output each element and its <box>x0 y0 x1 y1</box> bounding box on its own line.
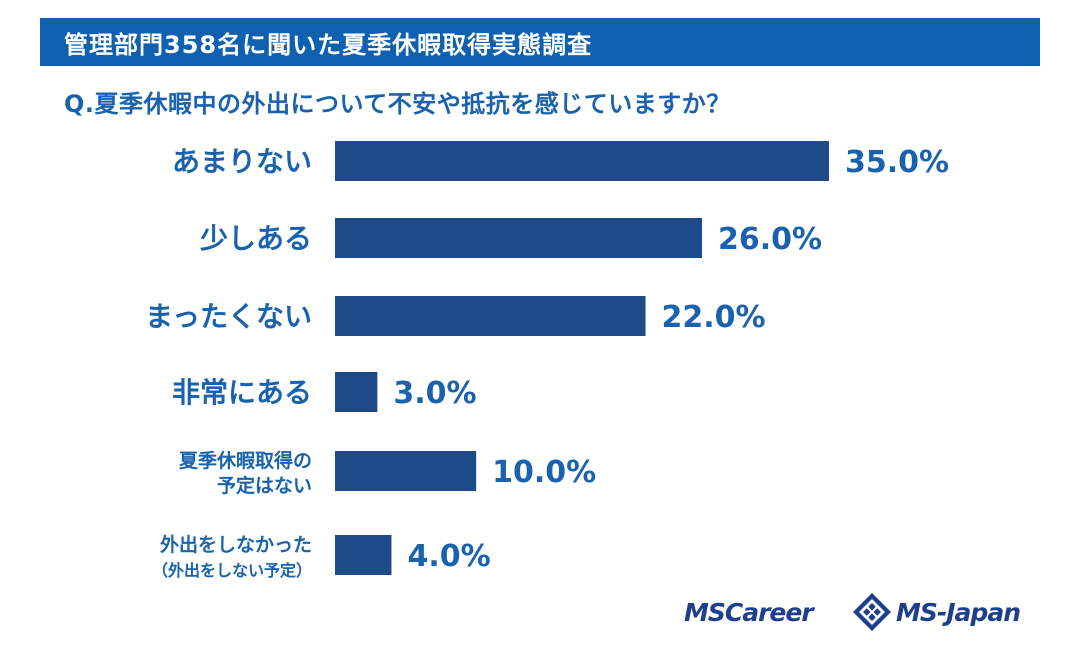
bar-3 <box>335 372 378 412</box>
mscareer-logo-text: MSCareer <box>684 597 814 627</box>
value-label-5: 4.0% <box>407 539 490 574</box>
msjapan-diamond-icon <box>853 593 891 631</box>
bar-0 <box>335 141 829 181</box>
msjapan-logo: MS-Japan <box>852 592 1021 632</box>
msjapan-logo-text: MS-Japan <box>896 597 1021 627</box>
category-label-4-line-1: 予定はない <box>217 474 312 497</box>
category-label-4-line-0: 夏季休暇取得の <box>179 449 312 472</box>
value-label-3: 3.0% <box>393 376 476 411</box>
bar-2 <box>335 296 646 336</box>
value-label-1: 26.0% <box>718 222 822 257</box>
value-label-0: 35.0% <box>845 145 949 180</box>
category-label-5-line-1: （外出をしない予定） <box>152 561 312 580</box>
mscareer-logo: MSCareer <box>684 592 814 632</box>
bar-4 <box>335 451 477 491</box>
value-label-2: 22.0% <box>662 300 766 335</box>
title-banner: 管理部門358名に聞いた夏季休暇取得実態調査 <box>40 18 1040 66</box>
chart-title: 管理部門358名に聞いた夏季休暇取得実態調査 <box>64 30 593 59</box>
category-label-4: 夏季休暇取得の予定はない <box>179 449 312 497</box>
category-label-5-line-0: 外出をしなかった <box>160 533 312 556</box>
value-label-4: 10.0% <box>492 455 596 490</box>
category-label-5: 外出をしなかった （外出をしない予定） <box>152 533 312 580</box>
category-label-2: まったくない <box>145 300 312 333</box>
category-label-0: あまりない <box>172 145 312 178</box>
bar-5 <box>335 535 392 575</box>
survey-question: Q.夏季休暇中の外出について不安や抵抗を感じていますか？ <box>64 90 731 118</box>
category-label-1: 少しある <box>200 222 312 255</box>
bar-1 <box>335 218 702 258</box>
category-label-3: 非常にある <box>172 376 312 409</box>
